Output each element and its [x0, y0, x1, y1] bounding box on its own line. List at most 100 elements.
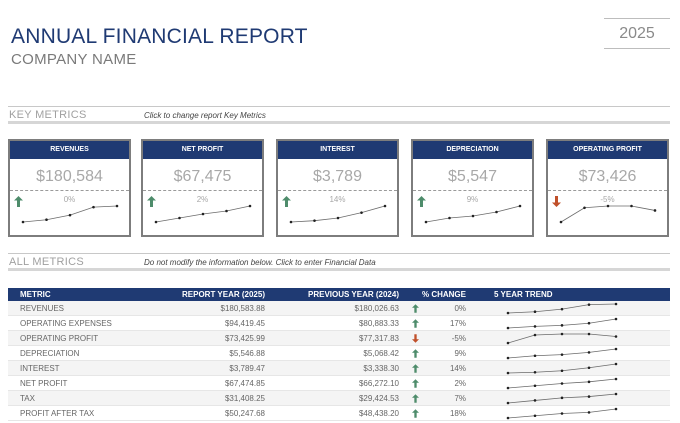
trend-point — [587, 380, 591, 384]
key-metric-card[interactable]: INTEREST $3,789 14% — [276, 139, 399, 237]
metric-name: TAX — [20, 394, 35, 403]
trend-point — [506, 401, 510, 405]
col-header-change: % CHANGE — [421, 290, 466, 299]
table-header-row: METRIC REPORT YEAR (2025) PREVIOUS YEAR … — [8, 288, 670, 301]
trend-point — [559, 220, 563, 224]
trend-point — [533, 333, 537, 337]
trend-point — [614, 392, 618, 396]
card-divider — [143, 190, 262, 191]
percent-change: -5% — [451, 334, 466, 343]
trend-point — [614, 347, 618, 351]
trend-point — [560, 307, 564, 311]
trend-point — [533, 325, 537, 328]
report-year-box[interactable]: 2025 — [604, 18, 670, 49]
trend-point — [630, 204, 633, 208]
trend-point — [560, 396, 564, 400]
report-year-value: $5,546.88 — [229, 349, 265, 358]
previous-year-value: $3,338.30 — [363, 364, 399, 373]
metric-name: REVENUES — [20, 304, 65, 313]
trend-point — [506, 341, 510, 345]
trend-point — [336, 216, 340, 220]
trend-point — [178, 216, 181, 220]
key-metrics-label: KEY METRICS — [9, 109, 87, 121]
trend-point — [587, 321, 591, 325]
table-row[interactable]: TAX $31,408.25 $29,424.53 7% — [8, 391, 670, 406]
all-metrics-section-header: ALL METRICS Do not modify the informatio… — [8, 253, 670, 271]
trend-point — [506, 371, 510, 375]
change-indicator — [399, 331, 424, 345]
row-sparkline — [506, 407, 618, 420]
arrow-up-icon — [412, 379, 419, 388]
trend-point — [560, 332, 564, 336]
trend-point — [614, 302, 618, 306]
col-header-trend: 5 YEAR TREND — [494, 290, 553, 299]
trend-cell — [466, 346, 670, 360]
table-row[interactable]: INTEREST $3,789.47 $3,338.30 14% — [8, 361, 670, 376]
trend-cell — [466, 301, 670, 315]
trend-cell — [466, 406, 670, 420]
trend-line — [290, 205, 386, 223]
trend-point — [448, 216, 451, 220]
trend-point — [614, 335, 618, 338]
card-sparkline — [20, 203, 120, 225]
trend-point — [225, 209, 228, 213]
percent-change: 0% — [454, 304, 466, 313]
key-metric-card[interactable]: DEPRECIATION $5,547 9% — [411, 139, 534, 237]
previous-year-value: $5,068.42 — [363, 349, 399, 358]
report-year-value: $73,425.99 — [224, 334, 265, 343]
trend-point — [533, 370, 537, 374]
metric-name: PROFIT AFTER TAX — [20, 409, 95, 418]
metric-name: OPERATING PROFIT — [20, 334, 99, 343]
card-title: DEPRECIATION — [413, 141, 532, 159]
trend-point — [471, 214, 475, 218]
table-row[interactable]: DEPRECIATION $5,546.88 $5,068.42 9% — [8, 346, 670, 361]
col-header-previous-year: PREVIOUS YEAR (2024) — [308, 290, 399, 299]
row-sparkline — [506, 392, 618, 405]
previous-year-value: $48,438.20 — [358, 409, 399, 418]
trend-point — [506, 356, 510, 360]
table-row[interactable]: PROFIT AFTER TAX $50,247.68 $48,438.20 18% — [8, 406, 670, 421]
percent-change: 9% — [454, 349, 466, 358]
table-row[interactable]: OPERATING EXPENSES $94,419.45 $80,883.33 17… — [8, 316, 670, 331]
table-row[interactable]: OPERATING PROFIT $73,425.99 $77,317.83 -5% — [8, 331, 670, 346]
company-name[interactable]: COMPANY NAME — [11, 51, 137, 68]
key-metric-card[interactable]: OPERATING PROFIT $73,426 -5% — [546, 139, 669, 237]
change-indicator — [399, 346, 424, 360]
arrow-down-icon — [412, 334, 419, 343]
trend-point — [115, 204, 119, 208]
report-title: ANNUAL FINANCIAL REPORT — [11, 25, 308, 48]
report-year-value: $31,408.25 — [224, 394, 265, 403]
trend-point — [587, 395, 591, 398]
trend-point — [606, 204, 610, 208]
change-indicator — [399, 361, 424, 375]
all-metrics-note[interactable]: Do not modify the information below. Cli… — [144, 258, 376, 267]
report-year-value: $50,247.68 — [224, 409, 265, 418]
key-metrics-note[interactable]: Click to change report Key Metrics — [144, 111, 266, 120]
col-header-report-year: REPORT YEAR (2025) — [182, 290, 265, 299]
trend-point — [506, 416, 510, 420]
trend-point — [313, 219, 316, 222]
previous-year-value: $29,424.53 — [358, 394, 399, 403]
trend-point — [506, 386, 510, 390]
trend-point — [424, 220, 428, 224]
trend-point — [248, 204, 252, 208]
key-metric-card[interactable]: REVENUES $180,584 0% — [8, 139, 131, 237]
trend-point — [533, 384, 537, 388]
trend-point — [560, 382, 564, 385]
arrow-up-icon — [412, 304, 419, 313]
table-row[interactable]: REVENUES $180,583.88 $180,026.63 0% — [8, 301, 670, 316]
trend-point — [614, 377, 618, 381]
card-title: REVENUES — [10, 141, 129, 159]
report-year[interactable]: 2025 — [619, 25, 655, 42]
report-year-value: $94,419.45 — [224, 319, 265, 328]
table-row[interactable]: NET PROFIT $67,474.85 $66,272.10 2% — [8, 376, 670, 391]
arrow-up-icon — [412, 364, 419, 373]
trend-point — [587, 411, 591, 414]
trend-point — [587, 351, 591, 354]
trend-cell — [466, 391, 670, 405]
metrics-table: METRIC REPORT YEAR (2025) PREVIOUS YEAR … — [8, 288, 670, 421]
key-metric-card[interactable]: NET PROFIT $67,475 2% — [141, 139, 264, 237]
arrow-up-icon — [417, 194, 426, 207]
trend-point — [154, 220, 158, 224]
percent-change: 7% — [454, 394, 466, 403]
